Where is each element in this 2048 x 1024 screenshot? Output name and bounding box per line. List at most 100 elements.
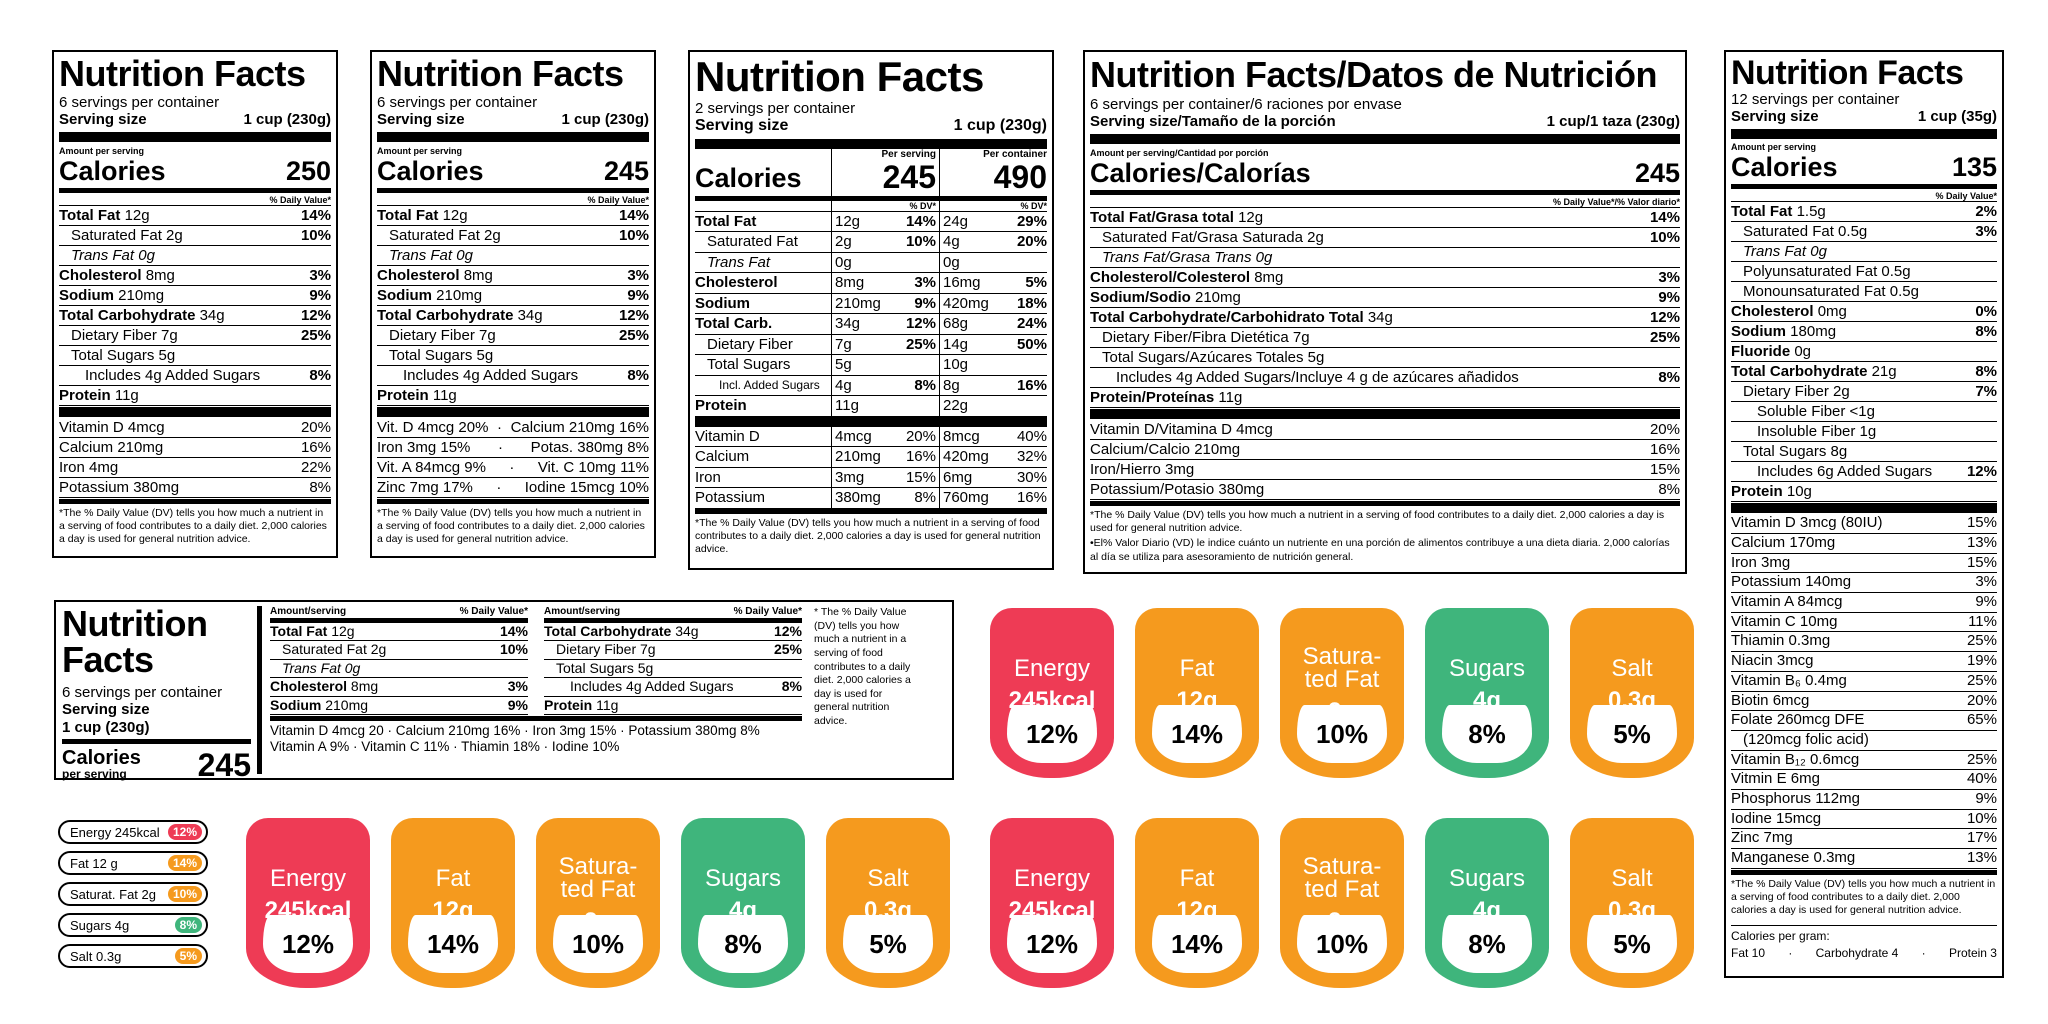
- nutrient-row: Sodium 180mg 8%: [1731, 322, 1997, 343]
- badge-name: Fat: [1179, 654, 1215, 682]
- nutrient-name: Protein: [695, 397, 747, 415]
- dual-row: Calcium 210mg 16% 420mg 32%: [695, 447, 1047, 468]
- nutrient-name: Fluoride 0g: [1731, 342, 1811, 361]
- nutrient-badge: Sugars 4g 8%: [1425, 818, 1549, 988]
- vitamin-dv: 15%: [1966, 553, 1997, 571]
- nutrient-amount: 210mg: [436, 287, 483, 305]
- badge-percent: 8%: [1442, 915, 1532, 973]
- vitamin-dv: 19%: [1966, 652, 1997, 670]
- vitamin-sep: ·: [497, 439, 503, 457]
- pill-percent: 8%: [174, 917, 202, 933]
- nutrient-dv: 14%: [300, 207, 331, 225]
- nutrient-row: Total Fat 12g 14%: [270, 622, 528, 641]
- nutrient-amount: 34g: [1367, 309, 1393, 327]
- nutrient-label: Includes 6g Added Sugars: [1757, 463, 1933, 481]
- vitamin-row: Vit. D 4mcg 20% · Calcium 210mg 16%: [377, 418, 649, 439]
- nutrient-amount: 12g: [1238, 209, 1264, 227]
- nutrient-label: Protein/Proteínas: [1090, 389, 1215, 407]
- servings: 2 servings per container: [695, 100, 856, 117]
- nutrient-dv: 10%: [618, 227, 649, 245]
- nutrient-name: Dietary Fiber 7g: [377, 326, 496, 345]
- container-dv: 16%: [1016, 376, 1047, 394]
- nutrient-row: Sodium 210mg 9%: [377, 286, 649, 307]
- nutrient-dv: 2%: [1975, 203, 1997, 221]
- serving-size-value: 1 cup (35g): [1917, 108, 1997, 126]
- nutrient-label: Saturated Fat/Grasa Saturada 2g: [1102, 229, 1324, 247]
- nutrient-label: Insoluble Fiber 1g: [1757, 423, 1877, 441]
- vitamin-row: Vitamin C 10mg 11%: [1731, 613, 1997, 633]
- nutrient-row: Trans Fat 0g: [1731, 242, 1997, 263]
- badge-name: Salt: [867, 864, 909, 892]
- dv-header: % Daily Value*: [459, 606, 528, 617]
- nutrient-label: Total Fat: [377, 207, 439, 225]
- vitamin-name: Phosphorus 112mg: [1731, 790, 1860, 808]
- serving-size-label: Serving size: [695, 117, 789, 135]
- nutrient-name: Total Fat: [695, 212, 757, 230]
- nutrient-dv: 14%: [499, 622, 528, 639]
- container-dv: 32%: [1016, 448, 1047, 466]
- vitamin-name: Iron 3mg: [1731, 553, 1791, 571]
- nutrient-name: Cholesterol 8mg: [377, 266, 493, 285]
- vitamin-row: Vitamin A 84mcg 9%: [1731, 593, 1997, 613]
- vitamin-dv: 15%: [1649, 461, 1680, 479]
- vitamin-name: Iron 4mg: [59, 459, 119, 477]
- servings: 6 servings per container: [377, 94, 538, 111]
- per-container-cell: 16mg 5%: [939, 273, 1047, 293]
- nutrient-row: Insoluble Fiber 1g: [1731, 422, 1997, 443]
- nutrient-label: Total Sugars 5g: [389, 347, 494, 365]
- calories-per-gram-item: ·: [1921, 946, 1926, 961]
- nutrient-dv: 3%: [309, 267, 331, 285]
- vitamin-dv: 20%: [300, 419, 331, 437]
- nutrient-dv: 9%: [1658, 289, 1680, 307]
- nutrient-badge: Fat 12g 14%: [1135, 608, 1259, 778]
- nutrient-row: Soluble Fiber <1g: [1731, 402, 1997, 423]
- calories-per-gram-item: Carbohydrate 4: [1815, 946, 1899, 961]
- serving-dv: 12%: [905, 315, 936, 333]
- nutrient-rows: Total Fat 12g 14% Saturated Fat 2g 10% Trans…: [59, 206, 331, 407]
- nutrient-amount: 210mg: [1195, 289, 1241, 307]
- vitamin-row: Vitamin D 3mcg (80IU) 15%: [1731, 514, 1997, 534]
- vitamin-name: Vitamin D/Vitamina D 4mcg: [1090, 421, 1273, 439]
- nutrient-name: Insoluble Fiber 1g: [1731, 422, 1876, 441]
- nutrient-badge: Salt 0.3g 5%: [1570, 818, 1694, 988]
- calories-value: 135: [1951, 151, 1997, 182]
- dual-row: Incl. Added Sugars 4g 8% 8g 16%: [695, 375, 1047, 397]
- nutrient-name: Total Carb.: [695, 315, 773, 333]
- vitamin-dv: 20%: [1966, 691, 1997, 709]
- vitamin-name: Vitamin B₆ 0.4mg: [1731, 671, 1847, 689]
- nutrient-row: Protein 11g: [544, 697, 802, 715]
- nutrient-label: Total Carbohydrate: [377, 307, 514, 325]
- per-container-cell: 8g 16%: [939, 375, 1047, 396]
- vitamin-name: Vitamin C 10mg: [1731, 612, 1838, 630]
- vitamin-dv: 10%: [1966, 809, 1997, 827]
- nutrient-row: Saturated Fat 2g 10%: [377, 226, 649, 247]
- serving-amount: 210mg: [835, 448, 881, 466]
- vitamin-name: Vitamin D 4mcg: [59, 419, 165, 437]
- nutrient-dv: 10%: [1649, 229, 1680, 247]
- vitamin-row: Potassium/Potasio 380mg 8%: [1090, 480, 1680, 501]
- serving-dv: 9%: [914, 294, 936, 312]
- nutrient-rows: Total Fat 12g 14% 24g 29% Saturated Fat 2g 10% 4…: [695, 211, 1047, 417]
- vitamin-row: Phosphorus 112mg 9%: [1731, 790, 1997, 810]
- container-amount: 420mg: [943, 448, 989, 466]
- vitamin-row: Vitamin D/Vitamina D 4mcg 20%: [1090, 420, 1680, 441]
- container-amount: 24g: [943, 212, 969, 230]
- serving-amount: 34g: [835, 315, 861, 333]
- amount-per-serving: Amount per serving/Cantidad por porción: [1090, 147, 1269, 158]
- nutrient-name: Monounsaturated Fat 0.5g: [1731, 282, 1919, 301]
- vitamin-row: Iron 3mg 15%: [1731, 554, 1997, 574]
- nutrient-label: Polyunsaturated Fat 0.5g: [1743, 263, 1911, 281]
- nutrient-name: Total Sugars/Azúcares Totales 5g: [1090, 348, 1324, 367]
- badge-top: Salt 0.3g: [1573, 611, 1691, 775]
- nutrient-row: Includes 4g Added Sugars/Incluye 4 g de …: [1090, 368, 1680, 389]
- nutrient-label: Total Fat/Grasa total: [1090, 209, 1234, 227]
- calories-per-container: 490: [993, 159, 1047, 196]
- per-container-header: Per container: [983, 148, 1047, 160]
- container-amount: 22g: [943, 397, 969, 415]
- serving-size-label: Serving size: [377, 111, 465, 129]
- nutrient-name: Dietary Fiber/Fibra Dietética 7g: [1090, 328, 1310, 347]
- nutrient-name: Polyunsaturated Fat 0.5g: [1731, 262, 1911, 281]
- nutrient-label: Total Sugars 5g: [71, 347, 176, 365]
- nutrient-name: Protein 11g: [544, 697, 618, 715]
